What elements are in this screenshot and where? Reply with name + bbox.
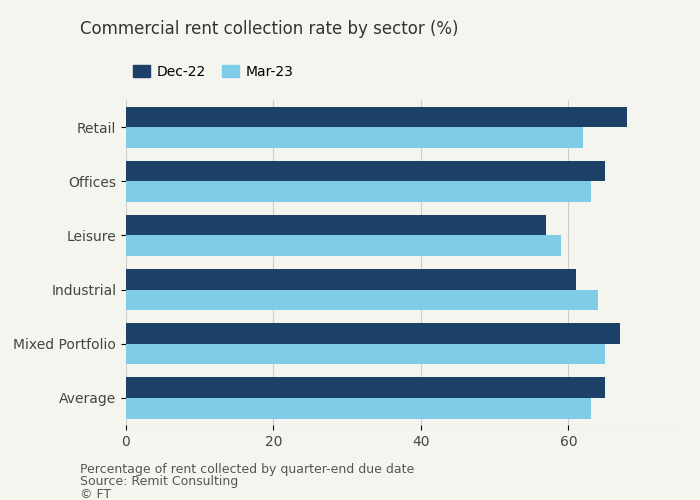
- Bar: [126, 290, 598, 310]
- Bar: [126, 106, 627, 127]
- Bar: [126, 127, 583, 148]
- Text: Percentage of rent collected by quarter-end due date: Percentage of rent collected by quarter-…: [80, 462, 414, 475]
- Bar: [126, 378, 606, 398]
- Bar: [126, 269, 576, 289]
- Bar: [126, 323, 620, 344]
- Bar: [126, 236, 561, 256]
- Bar: [126, 398, 591, 418]
- Bar: [126, 160, 606, 181]
- Bar: [126, 344, 606, 364]
- Text: © FT: © FT: [80, 488, 111, 500]
- Text: Source: Remit Consulting: Source: Remit Consulting: [80, 475, 239, 488]
- Text: Commercial rent collection rate by sector (%): Commercial rent collection rate by secto…: [80, 20, 459, 38]
- Legend: Dec-22, Mar-23: Dec-22, Mar-23: [133, 64, 294, 78]
- Bar: [126, 181, 591, 202]
- Bar: [126, 215, 546, 236]
